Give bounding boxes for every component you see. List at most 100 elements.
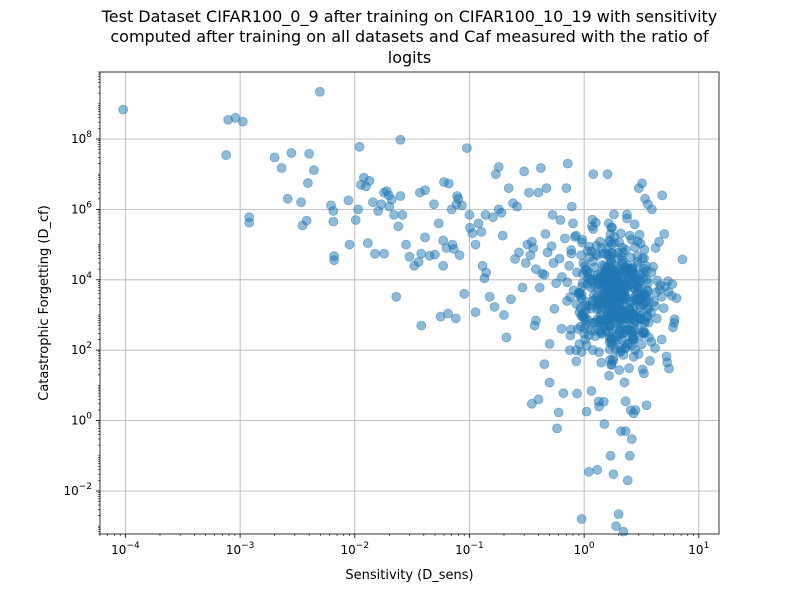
data-point — [534, 282, 545, 293]
data-point — [558, 388, 569, 399]
data-point — [602, 169, 613, 180]
data-point — [639, 368, 649, 379]
data-point — [671, 293, 682, 304]
data-point — [593, 396, 604, 407]
data-point — [420, 185, 430, 196]
data-point — [395, 134, 406, 145]
data-point — [473, 218, 484, 229]
y-tick-label: 10−2 — [63, 482, 92, 498]
data-point — [642, 285, 653, 295]
data-points — [118, 86, 688, 537]
y-tick-label: 104 — [71, 271, 92, 287]
data-point — [592, 464, 603, 475]
data-point — [637, 178, 647, 189]
data-point — [585, 268, 595, 279]
data-point — [549, 303, 560, 314]
data-point — [484, 291, 495, 302]
data-point — [641, 400, 652, 411]
x-tick-label: 100 — [574, 541, 595, 557]
data-point — [416, 248, 427, 259]
data-point — [244, 217, 255, 228]
y-tick-label: 100 — [71, 412, 92, 428]
data-point — [554, 253, 565, 264]
data-point — [459, 288, 470, 299]
data-point — [608, 469, 619, 480]
data-point — [416, 320, 427, 331]
x-tick-label: 10−2 — [341, 541, 370, 557]
data-point — [552, 423, 562, 434]
data-point — [652, 275, 663, 286]
data-point — [506, 294, 516, 305]
data-point — [520, 258, 531, 268]
data-point — [328, 206, 339, 216]
data-point — [614, 328, 625, 339]
data-point — [586, 386, 597, 396]
data-point — [566, 201, 577, 212]
data-point — [493, 162, 504, 172]
data-point — [626, 326, 637, 337]
data-point — [386, 194, 397, 205]
data-point — [608, 353, 619, 364]
y-axis-label: Catastrophic Forgetting (D_cf) — [37, 205, 52, 401]
data-point — [644, 294, 654, 305]
data-point — [641, 261, 652, 271]
data-point — [619, 291, 630, 302]
data-point — [617, 304, 628, 315]
data-point — [604, 370, 614, 381]
data-point — [433, 218, 444, 229]
data-point — [328, 216, 339, 227]
data-point — [669, 314, 680, 325]
data-point — [556, 323, 567, 334]
data-point — [467, 228, 478, 239]
data-point — [592, 269, 603, 280]
data-point — [296, 197, 306, 208]
data-point — [539, 359, 550, 370]
data-point — [581, 406, 592, 417]
chart-title: Test Dataset CIFAR100_0_9 after training… — [101, 7, 718, 67]
data-point — [624, 230, 635, 241]
data-point — [551, 278, 562, 289]
data-point — [237, 116, 248, 127]
y-tick-label: 106 — [71, 200, 92, 216]
data-point — [503, 183, 514, 194]
x-tick-label: 10−1 — [455, 541, 484, 557]
y-tick-label: 102 — [71, 341, 92, 357]
data-point — [420, 232, 430, 243]
data-point — [605, 313, 616, 324]
data-point — [564, 260, 575, 271]
data-point — [668, 322, 678, 333]
data-point — [596, 357, 607, 368]
data-point — [448, 244, 459, 254]
data-point — [544, 339, 555, 349]
data-point — [576, 311, 587, 321]
data-point — [594, 325, 605, 336]
data-point — [457, 200, 467, 211]
data-point — [659, 229, 670, 239]
chart-title-line-2: computed after training on all datasets … — [110, 27, 709, 46]
data-point — [561, 183, 572, 194]
data-point — [575, 321, 586, 332]
data-point — [301, 215, 312, 226]
data-point — [613, 509, 624, 520]
x-tick-label: 10−4 — [111, 541, 140, 557]
data-point — [663, 286, 674, 297]
data-point — [314, 86, 325, 97]
data-point — [603, 282, 613, 292]
data-point — [370, 248, 380, 259]
data-point — [536, 163, 546, 173]
data-point — [664, 363, 674, 374]
data-point — [487, 212, 498, 223]
data-point — [269, 152, 280, 163]
data-point — [629, 219, 640, 230]
data-point — [604, 265, 614, 276]
data-point — [276, 163, 287, 173]
data-point — [630, 242, 640, 253]
data-point — [344, 239, 355, 250]
data-point — [302, 178, 313, 188]
data-point — [391, 291, 402, 302]
data-point — [667, 279, 678, 289]
data-point — [656, 334, 667, 345]
data-point — [622, 475, 633, 486]
y-tick-label: 108 — [71, 130, 92, 146]
x-axis-ticks: 10−4 10−3 10−2 10−1 100 101 — [99, 534, 709, 557]
